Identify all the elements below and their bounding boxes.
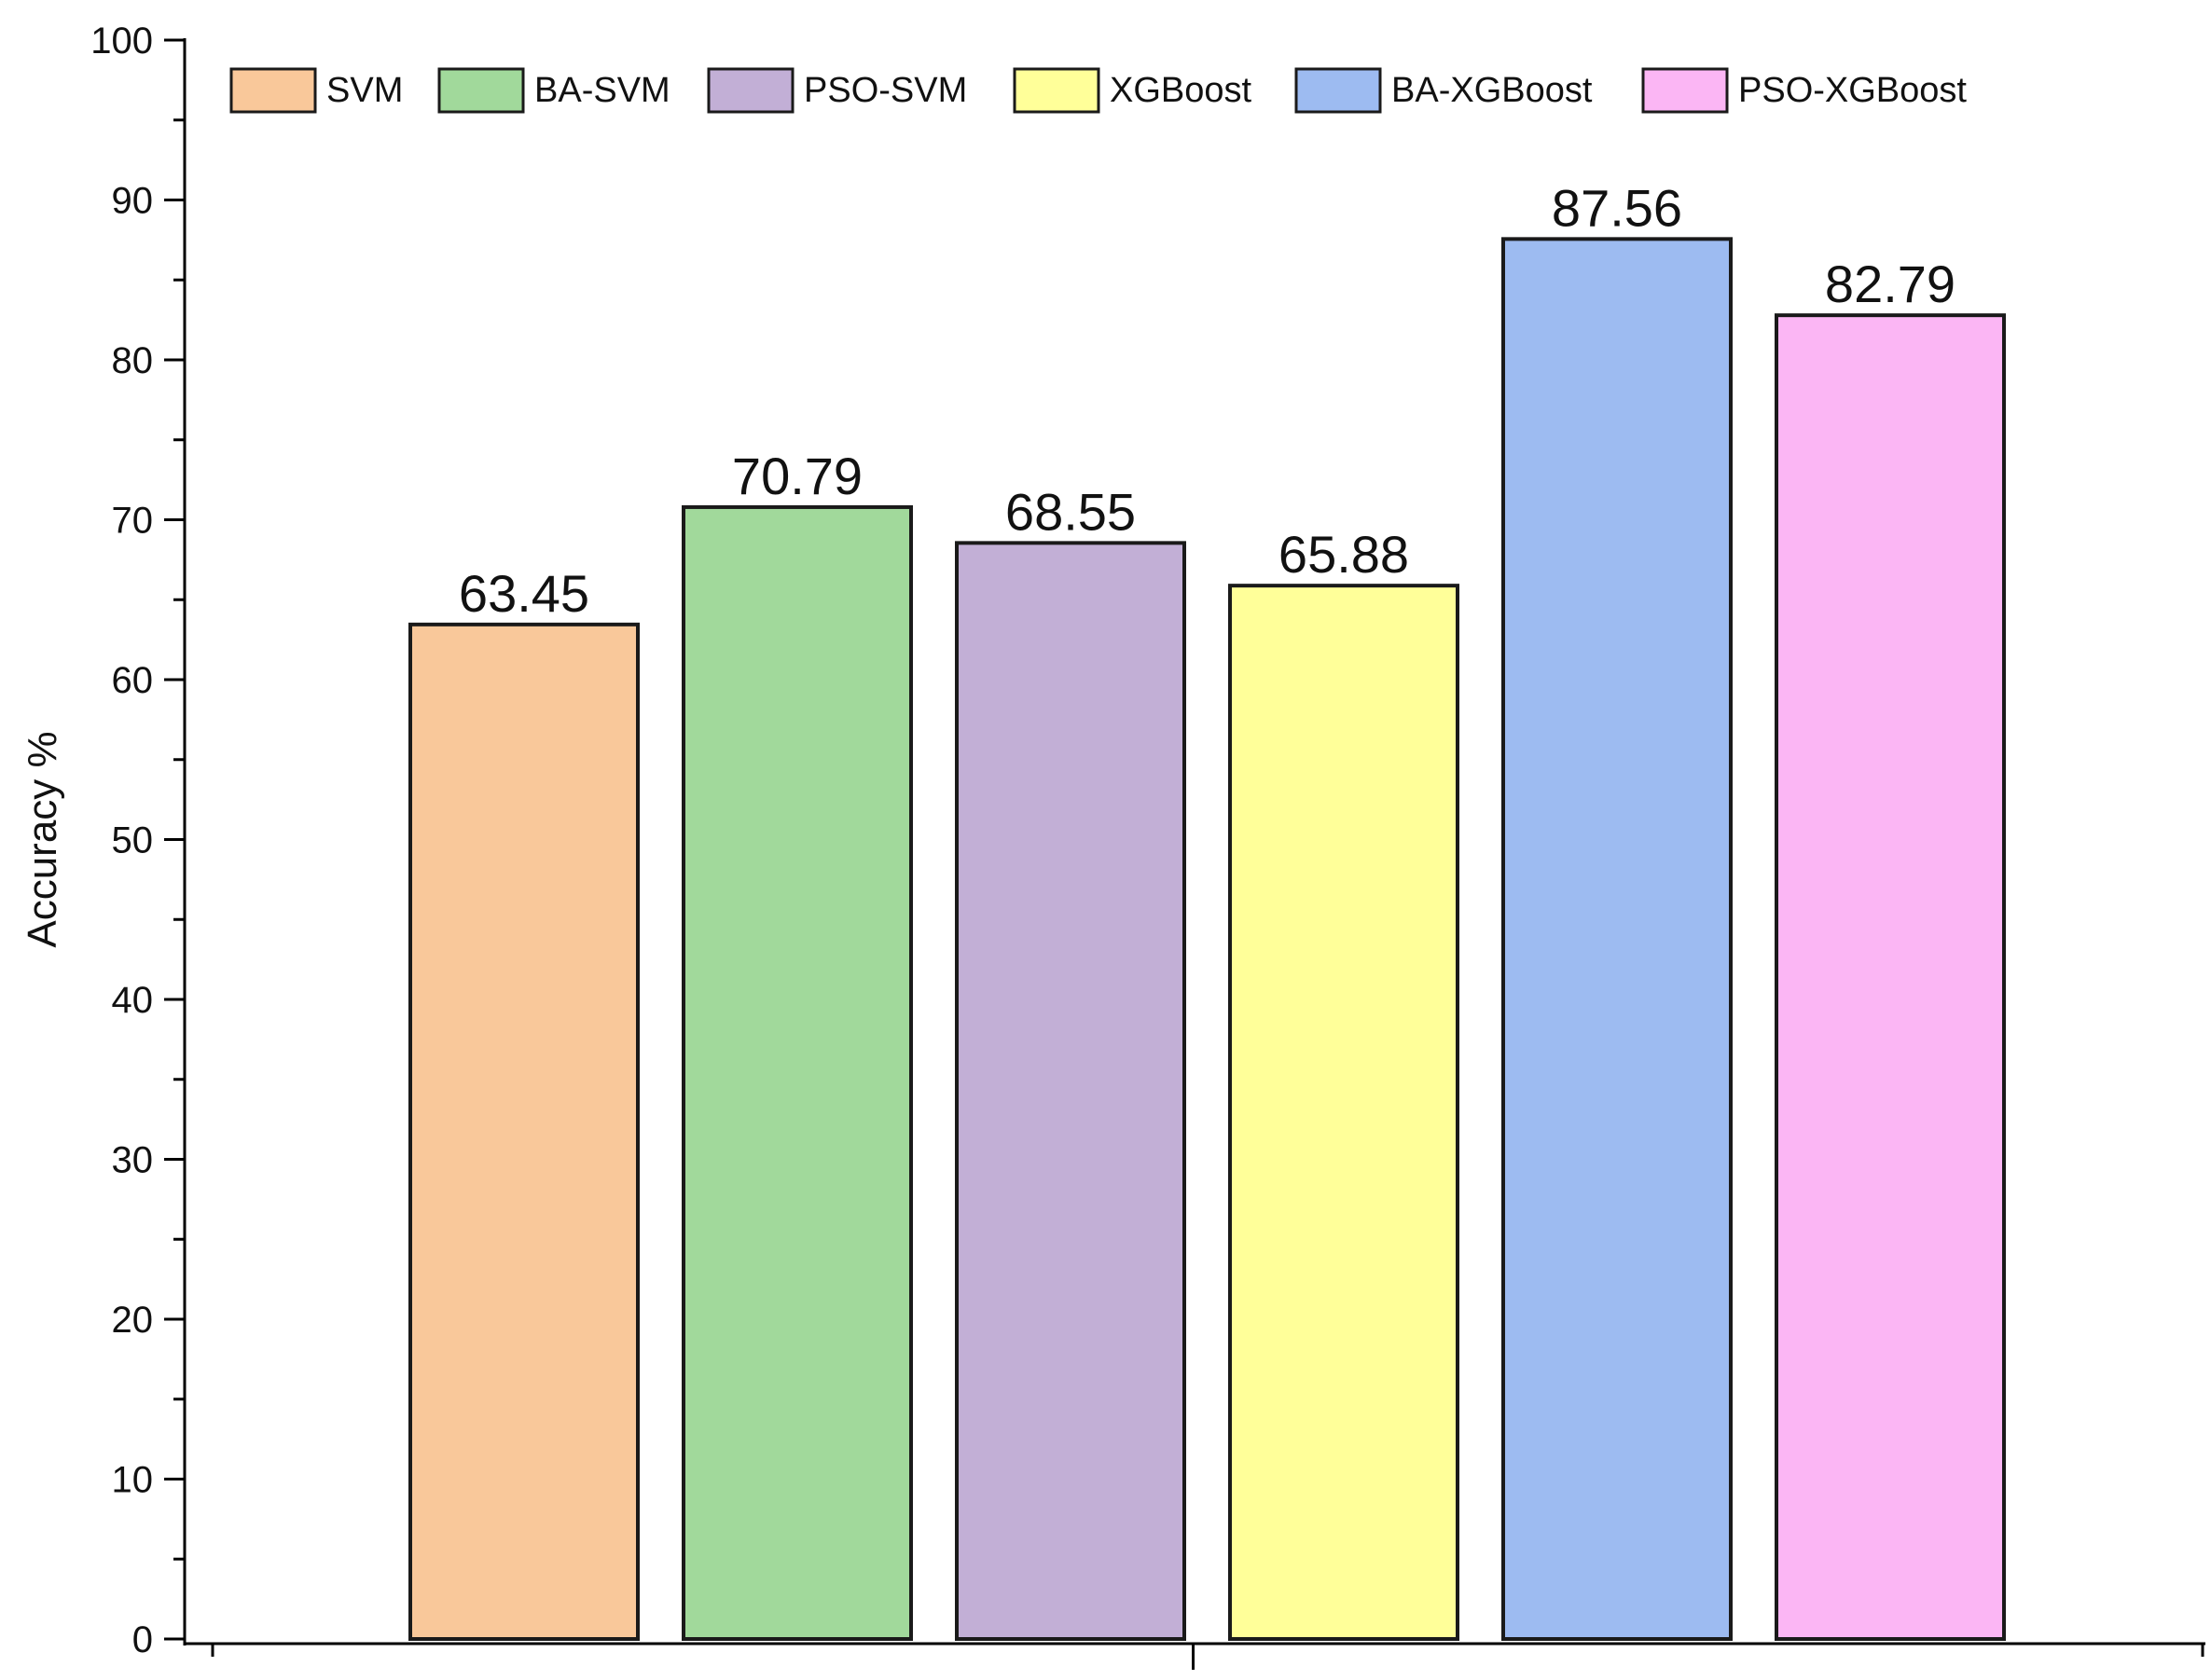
- data-label: 70.79: [732, 447, 863, 505]
- legend-swatch: [1294, 67, 1382, 114]
- y-tick-label: 40: [112, 980, 154, 1021]
- y-tick-label: 100: [90, 21, 153, 62]
- bars-group: [408, 237, 2006, 1642]
- legend-label: XGBoost: [1110, 71, 1252, 110]
- legend-label: SVM: [326, 71, 403, 110]
- y-tick-label: 90: [112, 181, 154, 222]
- y-axis-title: Accuracy %: [20, 731, 65, 947]
- data-label: 82.79: [1825, 255, 1955, 313]
- legend-swatch: [1641, 67, 1729, 114]
- legend-label: BA-SVM: [534, 71, 670, 110]
- data-label: 63.45: [459, 564, 589, 623]
- legend-swatch: [1013, 67, 1100, 114]
- legend-label: PSO-SVM: [804, 71, 967, 110]
- y-tick-label: 30: [112, 1140, 154, 1181]
- legend-swatch: [437, 67, 525, 114]
- y-axis: 0 10 20 30 40 50 60 70 80 90 100: [90, 21, 187, 1660]
- legend-label: PSO-XGBoost: [1738, 71, 1967, 110]
- data-labels-group: 63.45 70.79 68.55 65.88 87.56 82.79: [459, 178, 1955, 622]
- y-tick-label: 80: [112, 340, 154, 381]
- x-axis: [185, 1642, 2205, 1670]
- bar-pso-svm: [955, 541, 1186, 1641]
- legend-swatch: [229, 67, 317, 114]
- data-label: 65.88: [1278, 525, 1409, 584]
- bar-ba-xgboost: [1501, 237, 1733, 1642]
- legend-label: BA-XGBoost: [1391, 71, 1593, 110]
- bar-pso-xgboost: [1775, 313, 2006, 1641]
- y-tick-label: 50: [112, 820, 154, 861]
- bar-xgboost: [1228, 584, 1459, 1642]
- data-label: 68.55: [1005, 482, 1136, 541]
- y-tick-label: 60: [112, 660, 154, 701]
- legend-swatch: [707, 67, 795, 114]
- y-tick-label: 70: [112, 501, 154, 542]
- y-tick-label: 0: [132, 1619, 153, 1660]
- bar-svm: [408, 622, 640, 1641]
- y-tick-label: 20: [112, 1300, 154, 1341]
- data-label: 87.56: [1552, 178, 1682, 237]
- y-tick-label: 10: [112, 1460, 154, 1501]
- legend: SVM BA-SVM PSO-SVM XGBoost BA-XGBoost PSO-XGB…: [229, 67, 1967, 114]
- bar-ba-svm: [682, 504, 913, 1641]
